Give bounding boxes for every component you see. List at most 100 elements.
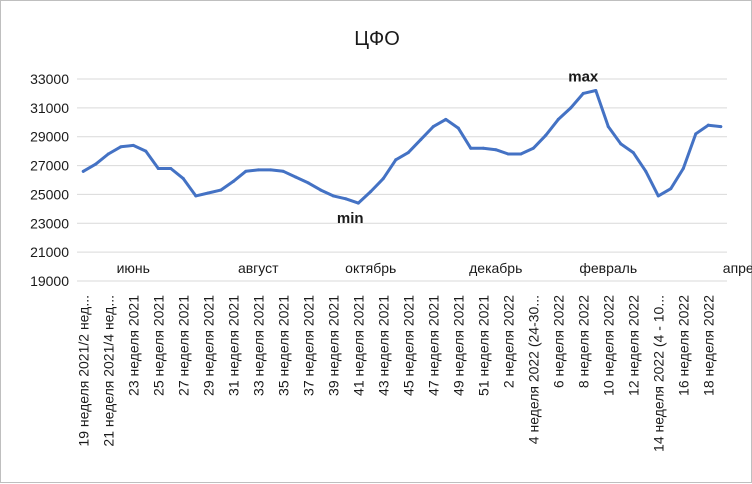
- data-point: [719, 125, 723, 129]
- annotation-label: min: [337, 210, 364, 227]
- data-point: [481, 146, 485, 150]
- data-point: [431, 125, 435, 129]
- data-point: [119, 145, 123, 149]
- data-point: [231, 179, 235, 183]
- data-point: [494, 148, 498, 152]
- x-tick-label: 14 неделя 2022 (4 - 10...: [650, 295, 666, 452]
- y-tick-label: 23000: [30, 215, 69, 231]
- chart-title: ЦФО: [354, 28, 400, 50]
- series-line: [81, 89, 723, 205]
- data-point: [206, 191, 210, 195]
- x-tick-label: 21 неделя 2021/4 нед...: [100, 295, 116, 447]
- y-axis-ticks: 19000 21000 23000 25000 27000 29000 31000 33000: [30, 71, 69, 289]
- data-point: [294, 175, 298, 179]
- series-layer: [81, 89, 723, 205]
- data-point: [531, 146, 535, 150]
- x-tick-label: 10 неделя 2022: [600, 295, 616, 396]
- x-axis-ticks: 19 неделя 2021/2 нед... 21 неделя 2021/4 …: [75, 295, 716, 452]
- data-point: [306, 181, 310, 185]
- data-point: [444, 117, 448, 121]
- data-point: [419, 138, 423, 142]
- data-point: [131, 143, 135, 147]
- data-point: [469, 146, 473, 150]
- x-tick-label: 27 неделя 2021: [175, 295, 191, 396]
- x-tick-label: 39 неделя 2021: [325, 295, 341, 396]
- data-point: [319, 188, 323, 192]
- data-point: [169, 166, 173, 170]
- data-point: [156, 166, 160, 170]
- month-label: октябрь: [345, 260, 396, 276]
- data-point: [194, 194, 198, 198]
- x-tick-label: 25 неделя 2021: [150, 295, 166, 396]
- data-point: [506, 152, 510, 156]
- data-point: [669, 187, 673, 191]
- x-tick-label: 16 неделя 2022: [675, 295, 691, 396]
- x-tick-label: 45 неделя 2021: [400, 295, 416, 396]
- x-tick-label: 43 неделя 2021: [375, 295, 391, 396]
- x-tick-label: 31 неделя 2021: [225, 295, 241, 396]
- data-point: [644, 169, 648, 173]
- data-point: [519, 152, 523, 156]
- y-tick-label: 33000: [30, 71, 69, 87]
- x-tick-label: 51 неделя 2021: [475, 295, 491, 396]
- data-point: [544, 133, 548, 137]
- y-tick-label: 31000: [30, 100, 69, 116]
- data-point: [681, 166, 685, 170]
- data-point: [219, 188, 223, 192]
- annotation-label: max: [568, 68, 599, 85]
- data-point: [619, 142, 623, 146]
- month-label: август: [238, 260, 279, 276]
- x-tick-label: 41 неделя 2021: [350, 295, 366, 396]
- x-tick-label: 8 неделя 2022: [575, 295, 591, 388]
- data-point: [81, 169, 85, 173]
- gridlines: [77, 78, 727, 282]
- x-tick-label: 37 неделя 2021: [300, 295, 316, 396]
- month-label: декабрь: [469, 260, 522, 276]
- month-label: февраль: [579, 260, 637, 276]
- data-point: [706, 123, 710, 127]
- data-point: [556, 117, 560, 121]
- data-point: [606, 125, 610, 129]
- data-point: [181, 177, 185, 181]
- month-label: апрель: [723, 260, 752, 276]
- y-tick-label: 25000: [30, 186, 69, 202]
- data-point: [631, 151, 635, 155]
- x-tick-label: 35 неделя 2021: [275, 295, 291, 396]
- annotations: max min: [337, 68, 599, 227]
- x-tick-label: 29 неделя 2021: [200, 295, 216, 396]
- y-tick-label: 29000: [30, 129, 69, 145]
- data-point: [331, 194, 335, 198]
- data-point: [144, 149, 148, 153]
- y-tick-label: 21000: [30, 244, 69, 260]
- x-tick-label: 18 неделя 2022: [700, 295, 716, 396]
- data-point: [256, 168, 260, 172]
- x-tick-label: 6 неделя 2022: [550, 295, 566, 388]
- data-point: [244, 169, 248, 173]
- data-point: [581, 91, 585, 95]
- x-tick-label: 33 неделя 2021: [250, 295, 266, 396]
- data-point: [106, 152, 110, 156]
- data-point: [94, 162, 98, 166]
- data-point: [394, 158, 398, 162]
- data-point: [356, 201, 360, 205]
- x-tick-label: 12 неделя 2022: [625, 295, 641, 396]
- x-tick-label: 23 неделя 2021: [125, 295, 141, 396]
- month-labels: июнь август октябрь декабрь февраль апрель: [117, 260, 752, 276]
- data-point: [406, 151, 410, 155]
- x-tick-label: 2 неделя 2022: [500, 295, 516, 388]
- data-point: [281, 169, 285, 173]
- y-tick-label: 27000: [30, 158, 69, 174]
- data-point: [381, 177, 385, 181]
- x-tick-label: 49 неделя 2021: [450, 295, 466, 396]
- x-tick-label: 19 неделя 2021/2 нед...: [75, 295, 91, 447]
- data-point: [369, 190, 373, 194]
- x-tick-label: 47 неделя 2021: [425, 295, 441, 396]
- data-point: [344, 197, 348, 201]
- x-tick-label: 4 неделя 2022 (24-30...: [525, 295, 541, 444]
- data-point: [269, 168, 273, 172]
- data-point: [694, 132, 698, 136]
- month-label: июнь: [117, 260, 150, 276]
- data-point: [594, 89, 598, 93]
